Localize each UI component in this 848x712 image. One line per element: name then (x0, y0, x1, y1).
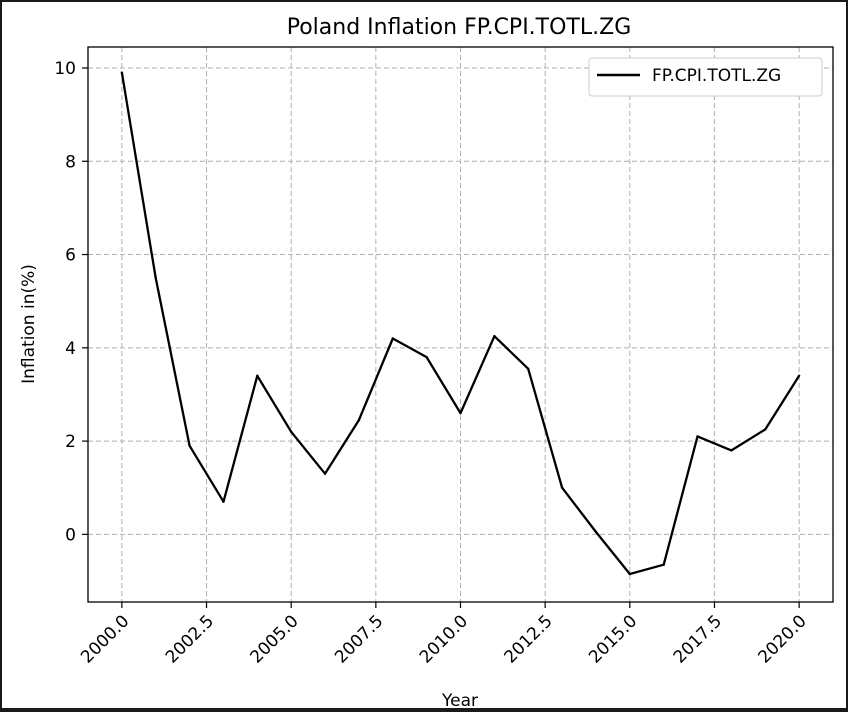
data-point (493, 334, 496, 338)
series-group (120, 71, 801, 576)
x-axis: 2000.0 2002.5 2005.0 2007.5 2010.0 2012.5 2015… (77, 602, 811, 668)
x-tick-label: 2010.0 (416, 611, 472, 667)
x-tick-label: 2007.5 (331, 611, 387, 667)
data-point (425, 355, 428, 359)
legend-label: FP.CPI.TOTL.ZG (652, 66, 781, 86)
x-tick-label: 2002.5 (162, 611, 218, 667)
legend: FP.CPI.TOTL.ZG (588, 57, 823, 97)
data-point (662, 563, 665, 566)
x-tick-label: 2000.0 (77, 611, 133, 667)
x-tick-label: 2017.5 (670, 611, 726, 667)
y-tick-label: 2 (65, 432, 76, 452)
data-point (357, 418, 361, 422)
data-point (289, 430, 293, 433)
grid-lines (88, 47, 833, 602)
x-tick-label: 2015.0 (585, 611, 641, 667)
y-tick-label: 0 (65, 525, 76, 545)
data-point (154, 276, 157, 280)
data-point (256, 374, 259, 378)
data-point (188, 444, 191, 447)
data-point (764, 428, 767, 431)
data-point (797, 374, 801, 378)
y-tick-label: 8 (65, 152, 76, 172)
y-tick-label: 10 (54, 59, 76, 79)
data-point (222, 500, 225, 503)
y-tick-label: 4 (65, 339, 76, 359)
y-axis: 0 2 4 6 8 10 (54, 59, 88, 545)
data-point (628, 572, 632, 576)
y-axis-label: Inflation in(%) (19, 264, 39, 384)
x-axis-label: Year (441, 691, 478, 711)
data-point (696, 435, 699, 438)
chart-title: Poland Inflation FP.CPI.TOTL.ZG (287, 15, 632, 40)
data-point (391, 337, 394, 340)
legend-box (588, 57, 823, 97)
data-point (594, 530, 598, 534)
y-tick-label: 6 (65, 246, 76, 266)
data-point (527, 367, 530, 371)
data-point (120, 71, 124, 74)
x-tick-label: 2005.0 (247, 611, 303, 667)
x-tick-label: 2020.0 (754, 611, 810, 667)
data-point (730, 449, 733, 452)
data-point (459, 411, 462, 415)
x-tick-label: 2012.5 (500, 611, 556, 667)
data-point (560, 486, 564, 489)
data-point (323, 472, 327, 475)
